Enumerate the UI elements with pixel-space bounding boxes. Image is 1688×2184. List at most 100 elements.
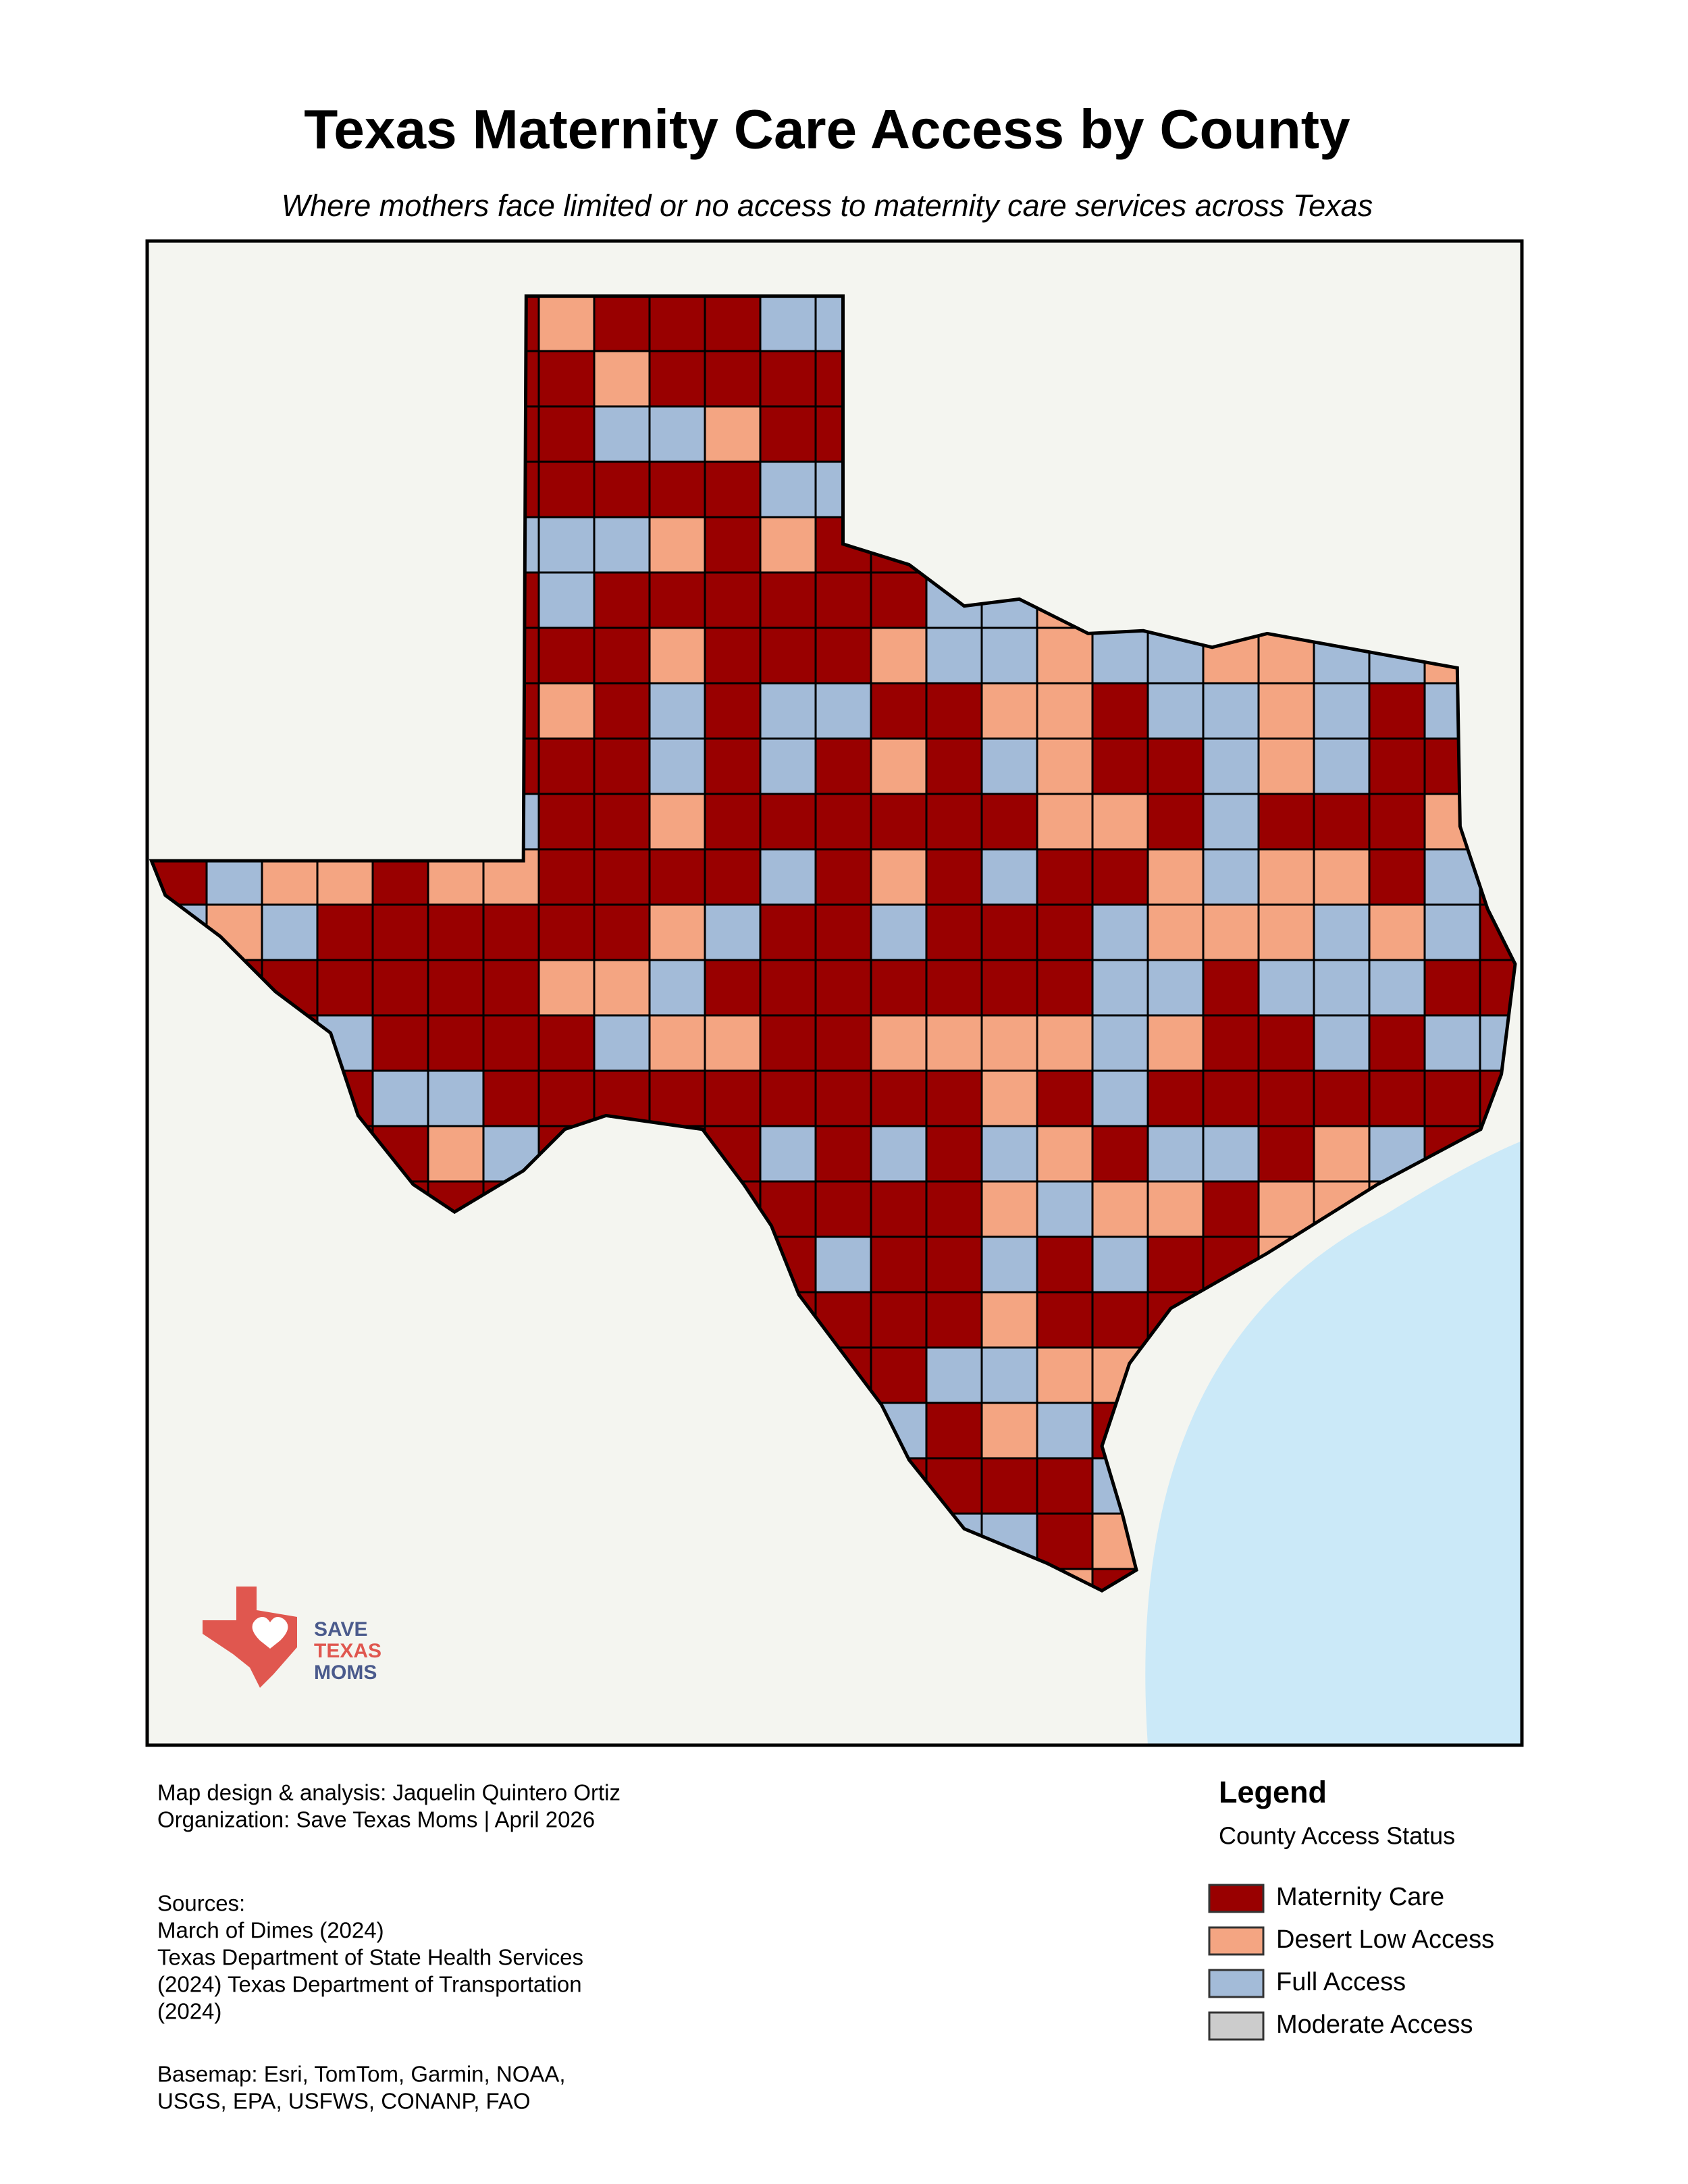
county	[1257, 1125, 1315, 1183]
county	[537, 903, 596, 961]
county	[980, 959, 1038, 1017]
county	[1036, 1180, 1094, 1238]
county	[704, 848, 762, 906]
county	[980, 1457, 1038, 1515]
legend-swatch	[1208, 1884, 1265, 1913]
county	[759, 1014, 817, 1072]
county	[759, 350, 817, 408]
county	[980, 627, 1038, 685]
county	[1313, 959, 1371, 1017]
county	[814, 1014, 872, 1072]
county	[648, 296, 706, 352]
county	[1368, 1014, 1426, 1072]
county	[814, 1235, 872, 1294]
county	[648, 627, 706, 685]
county	[648, 1014, 706, 1072]
logo	[203, 1587, 297, 1688]
county	[925, 1291, 983, 1349]
legend-label: Desert Low Access	[1276, 1925, 1494, 1954]
county	[980, 1235, 1038, 1294]
county	[1423, 959, 1481, 1017]
county	[870, 737, 928, 795]
county	[925, 848, 983, 906]
county	[1368, 903, 1426, 961]
county	[648, 571, 706, 629]
county	[1091, 903, 1149, 961]
basemap-line: USGS, EPA, USFWS, CONANP, FAO	[157, 2089, 531, 2114]
county	[593, 793, 651, 851]
county	[814, 571, 872, 629]
county	[1036, 1457, 1094, 1515]
county	[648, 793, 706, 851]
county	[814, 737, 872, 795]
county	[925, 1014, 983, 1072]
county	[1036, 1069, 1094, 1127]
county	[1202, 959, 1260, 1017]
county	[759, 460, 817, 518]
county	[593, 1014, 651, 1072]
county	[814, 1125, 872, 1183]
county	[980, 903, 1038, 961]
county	[648, 1069, 706, 1127]
texas-outline	[149, 294, 1517, 1593]
county	[648, 405, 706, 463]
county	[759, 516, 817, 574]
map	[147, 241, 1522, 1745]
county	[1146, 737, 1205, 795]
county	[925, 793, 983, 851]
county	[1036, 1125, 1094, 1183]
county	[1313, 903, 1371, 961]
legend-label: Full Access	[1276, 1968, 1406, 1996]
county	[648, 516, 706, 574]
county	[537, 296, 596, 352]
county	[537, 737, 596, 795]
county	[814, 848, 872, 906]
county	[1091, 1291, 1149, 1349]
county	[870, 682, 928, 740]
county	[980, 1180, 1038, 1238]
county	[1368, 1069, 1426, 1127]
county	[1146, 1235, 1205, 1294]
county	[482, 1069, 540, 1127]
county	[593, 571, 651, 629]
county	[814, 627, 872, 685]
county	[1091, 959, 1149, 1017]
county	[1036, 627, 1094, 685]
county	[593, 682, 651, 740]
sources-line: Sources:	[157, 1891, 245, 1916]
county	[1202, 793, 1260, 851]
subtitle: Where mothers face limited or no access …	[282, 188, 1373, 223]
county	[1036, 682, 1094, 740]
county	[704, 460, 762, 518]
county	[1146, 903, 1205, 961]
county	[261, 903, 319, 961]
county	[814, 959, 872, 1017]
county	[593, 959, 651, 1017]
legend-title: Legend	[1219, 1775, 1327, 1809]
county	[537, 350, 596, 408]
county	[1313, 1014, 1371, 1072]
county	[980, 1125, 1038, 1183]
county	[537, 959, 596, 1017]
county	[648, 460, 706, 518]
county	[1036, 1346, 1094, 1404]
county	[593, 737, 651, 795]
county	[316, 903, 374, 961]
county	[1202, 737, 1260, 795]
county	[704, 903, 762, 961]
county	[704, 959, 762, 1017]
county	[1368, 959, 1426, 1017]
county	[759, 793, 817, 851]
county	[980, 1069, 1038, 1127]
logo-heart	[252, 1616, 288, 1649]
county	[870, 1180, 928, 1238]
county	[870, 1346, 928, 1404]
legend-swatch	[1208, 2011, 1265, 2041]
county	[980, 682, 1038, 740]
county	[1036, 1291, 1094, 1349]
county	[1313, 1125, 1371, 1183]
county	[537, 793, 596, 851]
county	[1036, 959, 1094, 1017]
sources-line: March of Dimes (2024)	[157, 1918, 384, 1943]
